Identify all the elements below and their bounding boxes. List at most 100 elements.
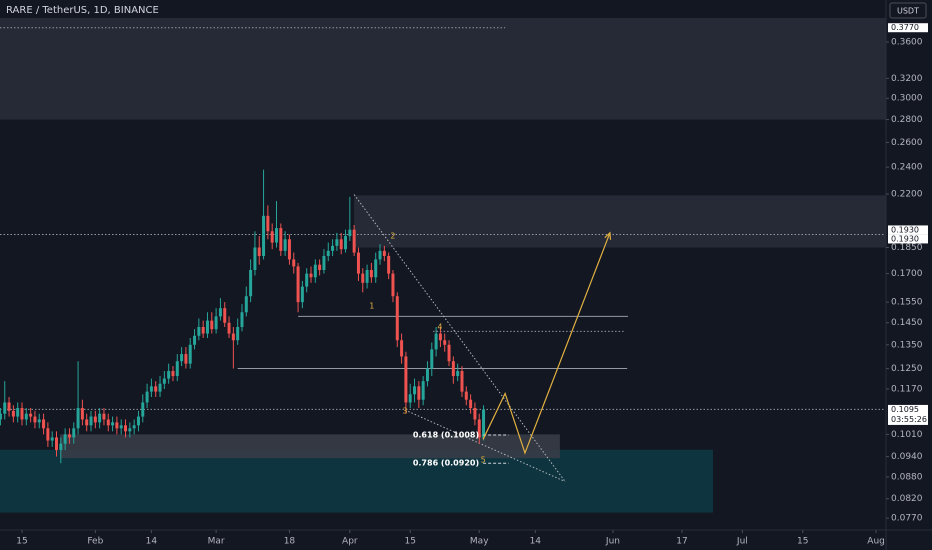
wave-label: 1 (369, 302, 374, 311)
candle-body (417, 386, 421, 400)
candle-body (240, 312, 244, 328)
candle-body (253, 247, 257, 271)
candle-body (404, 356, 408, 403)
candle-body (214, 316, 218, 330)
candle-body (447, 344, 451, 362)
candle-body (119, 425, 123, 429)
price-label: 0.1930 (891, 234, 919, 243)
candle-body (218, 308, 222, 317)
currency[interactable]: USDT (897, 7, 919, 16)
x-tick-label: Apr (342, 537, 358, 547)
candle-body (425, 368, 429, 382)
candle-body (460, 371, 464, 392)
candle-body (300, 286, 304, 303)
price-label-box (888, 404, 928, 425)
candle-body (141, 402, 145, 417)
candle-body (391, 273, 395, 297)
candle-body (149, 386, 153, 392)
zone (354, 195, 886, 248)
candle-body (89, 416, 93, 426)
candle-body (67, 434, 71, 438)
candle-body (33, 416, 37, 423)
wave-label: 3 (402, 406, 407, 415)
candle-body (3, 402, 7, 414)
candle-body (318, 264, 322, 271)
y-tick-label: 0.1350 (891, 340, 923, 350)
candle-body (482, 409, 486, 438)
x-tick-label: Jun (605, 537, 620, 547)
x-tick-label: 15 (404, 537, 415, 547)
price-label: 0.1095 (891, 405, 919, 414)
candle-body (29, 413, 33, 417)
candle-body (331, 245, 335, 251)
candle-body (76, 408, 80, 429)
zone (59, 434, 560, 459)
chart-title: RARE / TetherUS, 1D, BINANCE (6, 5, 159, 16)
y-tick-label: 0.1010 (891, 430, 923, 440)
x-tick-label: 17 (676, 537, 687, 547)
candle-body (356, 252, 360, 274)
wave-label: 4 (437, 323, 442, 332)
candle-body (180, 354, 184, 362)
candle-body (348, 229, 352, 237)
y-tick-label: 0.0880 (891, 472, 923, 482)
candle-body (80, 408, 84, 420)
candle-body (231, 333, 235, 341)
candle-body (339, 239, 343, 250)
candle-body (63, 434, 67, 444)
candle-body (257, 247, 261, 256)
candle-body (175, 361, 179, 377)
candle-body (279, 228, 283, 251)
candle-body (408, 394, 412, 403)
x-tick-label: Jul (736, 537, 748, 547)
candle-body (274, 228, 278, 243)
candle-body (132, 425, 136, 429)
candle-body (473, 408, 477, 420)
y-tick-label: 0.1850 (891, 243, 923, 253)
candle-body (434, 333, 438, 350)
y-tick-label: 0.3200 (891, 74, 923, 84)
candle-body (205, 320, 209, 334)
candle-body (270, 231, 274, 243)
candle-body (197, 327, 201, 336)
candle-body (111, 422, 115, 426)
candle-body (309, 273, 313, 278)
candle-body (430, 349, 434, 369)
y-tick-label: 0.3000 (891, 94, 923, 104)
price-label-box (888, 23, 928, 33)
candle-body (335, 239, 339, 246)
y-tick-label: 0.2600 (891, 138, 923, 148)
candle-body (413, 386, 417, 395)
candle-body (136, 416, 140, 426)
candle-body (210, 320, 214, 330)
candle-body (326, 250, 330, 256)
candle-body (477, 419, 481, 438)
y-tick-label: 0.1700 (891, 269, 923, 279)
price-label: 0.1930 (891, 225, 919, 234)
candle-body (201, 327, 205, 334)
zone (0, 449, 714, 513)
y-tick-label: 0.0820 (891, 494, 923, 504)
candle-body (365, 270, 369, 283)
y-tick-label: 0.0940 (891, 452, 923, 462)
candle-body (236, 327, 240, 341)
candle-body (292, 259, 296, 267)
currency-box[interactable] (889, 2, 927, 19)
candle-body (24, 413, 28, 420)
candle-body (59, 443, 63, 451)
candle-body (456, 371, 460, 377)
candle-body (464, 391, 468, 400)
candle-body (171, 371, 175, 377)
zone (0, 18, 886, 120)
candle-body (313, 264, 317, 278)
candle-body (223, 308, 227, 323)
projection-arrowhead (604, 231, 612, 240)
candle-body (98, 413, 102, 423)
candle-body (102, 413, 106, 420)
x-tick-label: May (470, 537, 489, 547)
candle-body (262, 215, 266, 256)
plot: 0.618 (0.1008) 0.786 (0.0920) 1 2 3 4 5 (0, 18, 886, 513)
candle-body (382, 250, 386, 256)
candle-body (46, 428, 50, 441)
candle-body (322, 255, 326, 271)
